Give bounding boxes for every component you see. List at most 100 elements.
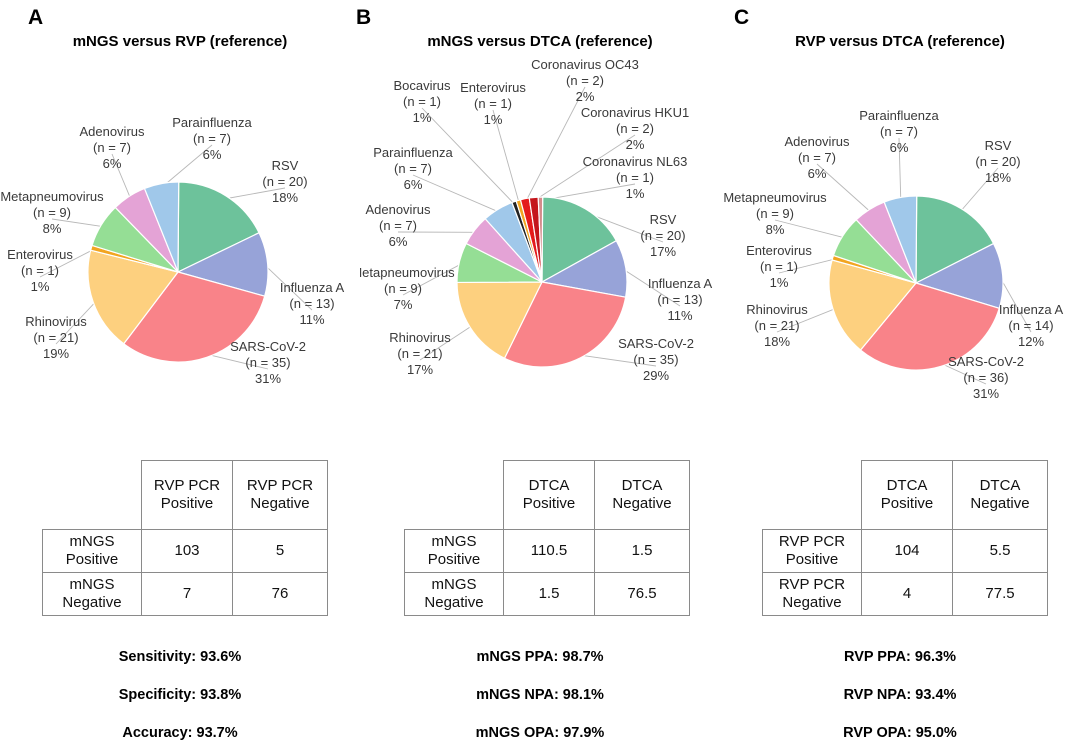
row-header-2: mNGS Negative	[42, 572, 142, 616]
pie-chart: RSV (n = 20) 18% Influenza A (n = 13) 11% SARS…	[0, 115, 345, 386]
slice-label: Rhinovirus (n = 21) 18%	[746, 302, 808, 349]
pie-slice-rhinovirus	[456, 281, 543, 360]
metric-1: RVP PPA: 96.3%	[843, 649, 957, 665]
blank-corner	[404, 460, 504, 530]
slice-label: Parainfluenza (n = 7) 6%	[859, 108, 939, 155]
leader-line	[578, 354, 657, 367]
pie-chart: RSV (n = 20) 17% Influenza A (n = 13) 11% SARS…	[360, 57, 712, 383]
metric-3: Accuracy: 93.7%	[122, 725, 238, 741]
table-cell: 1.5	[594, 529, 690, 573]
pie-slice-influenza-a	[914, 242, 1004, 310]
leader-line	[778, 258, 837, 274]
slice-label: RSV (n = 20) 17%	[640, 212, 685, 259]
metric-1: mNGS PPA: 98.7%	[476, 649, 604, 665]
leader-line	[533, 134, 636, 202]
col-header-2: DTCA Negative	[594, 460, 690, 530]
leader-line	[55, 300, 97, 345]
leader-line	[205, 353, 269, 370]
panel-title: mNGS versus RVP (reference)	[72, 33, 288, 50]
metric-3: RVP OPA: 95.0%	[843, 725, 957, 741]
slice-label: Metapneumovirus (n = 9) 8%	[0, 189, 104, 236]
leader-line	[525, 86, 586, 203]
table-cell: 103	[141, 529, 233, 573]
slice-label: Adenovirus (n = 7) 6%	[784, 134, 850, 181]
pie-slice-sars-cov-2	[859, 282, 1000, 371]
slice-label: Parainfluenza (n = 7) 6%	[172, 115, 252, 162]
leader-line	[161, 144, 213, 188]
leader-line	[421, 107, 516, 206]
pie-slice-rhinovirus	[87, 249, 180, 345]
slice-label: Metapneumovirus (n = 9) 7%	[360, 265, 455, 312]
table-cell: 4	[861, 572, 953, 616]
leader-line	[402, 262, 463, 296]
pie-slice-sars-cov-2	[122, 271, 266, 363]
panel-letter: A	[28, 6, 44, 29]
pie-slices	[456, 196, 628, 368]
panel-title: RVP versus DTCA (reference)	[795, 33, 1005, 50]
row-header-1: RVP PCR Positive	[762, 529, 862, 573]
slice-label: SARS-CoV-2 (n = 36) 31%	[948, 354, 1024, 401]
slice-label: Rhinovirus (n = 21) 19%	[25, 314, 87, 361]
leader-line	[51, 218, 105, 228]
slice-label: Influenza A (n = 13) 11%	[648, 276, 713, 323]
slice-label: Enterovirus (n = 1) 1%	[746, 243, 812, 290]
table-cell: 1.5	[503, 572, 595, 616]
slice-label: Rhinovirus (n = 21) 17%	[389, 330, 451, 377]
panel-title: mNGS versus DTCA (reference)	[427, 33, 653, 50]
slice-label: RSV (n = 20) 18%	[262, 158, 307, 205]
leader-line	[622, 268, 681, 307]
leader-lines	[774, 137, 1032, 385]
slice-label: SARS-CoV-2 (n = 35) 31%	[230, 339, 306, 386]
leader-line	[419, 324, 474, 361]
slice-label: Enterovirus (n = 1) 1%	[7, 247, 73, 294]
contingency-table: RVP PCR Positive RVP PCR Negative mNGS Posi…	[42, 460, 328, 616]
table-cell: 110.5	[503, 529, 595, 573]
leader-line	[412, 174, 500, 213]
panel-b: B mNGS versus DTCA (reference) RSV (n = 2…	[356, 0, 720, 750]
slice-label: Coronavirus NL63 (n = 1) 1%	[583, 154, 688, 201]
slice-label: SARS-CoV-2 (n = 35) 29%	[618, 336, 694, 383]
metric-2: mNGS NPA: 98.1%	[476, 687, 604, 703]
col-header-1: RVP PCR Positive	[141, 460, 233, 530]
table-cell: 5	[232, 529, 328, 573]
leader-line	[816, 163, 872, 213]
leader-line	[263, 263, 313, 311]
pie-slice-coronavirus-nl63	[537, 196, 544, 283]
pie-slices	[87, 181, 269, 363]
col-header-1: DTCA Positive	[861, 460, 953, 530]
metric-1: Sensitivity: 93.6%	[118, 649, 242, 665]
metric-2: RVP NPA: 93.4%	[843, 687, 957, 703]
leader-line	[774, 219, 846, 239]
panel-letter: B	[356, 6, 372, 29]
blank-corner	[762, 460, 862, 530]
metric-2: Specificity: 93.8%	[118, 687, 242, 703]
slice-label: Adenovirus (n = 7) 6%	[79, 124, 145, 171]
slice-label: Coronavirus OC43 (n = 2) 2%	[531, 57, 639, 104]
slice-label: Bocavirus (n = 1) 1%	[393, 78, 451, 125]
slice-labels: RSV (n = 20) 17% Influenza A (n = 13) 11% SARS…	[360, 57, 712, 383]
contingency-table: DTCA Positive DTCA Negative RVP PCR Positiv…	[762, 460, 1048, 616]
table-cell: 77.5	[952, 572, 1048, 616]
pie-slice-parainfluenza	[143, 181, 180, 273]
pie-slice-influenza-a	[176, 231, 269, 297]
row-header-2: RVP PCR Negative	[762, 572, 862, 616]
leader-line	[776, 307, 837, 333]
slice-label: Influenza A (n = 13) 11%	[280, 280, 345, 327]
pie-chart: RSV (n = 20) 18% Influenza A (n = 14) 12% SARS…	[723, 108, 1063, 401]
pie-slice-parainfluenza	[883, 195, 918, 284]
metric-3: mNGS OPA: 97.9%	[475, 725, 605, 741]
slice-label: RSV (n = 20) 18%	[975, 138, 1020, 185]
col-header-2: DTCA Negative	[952, 460, 1048, 530]
leader-line	[898, 137, 902, 201]
table-cell: 104	[861, 529, 953, 573]
pie-slice-rsv	[541, 196, 618, 284]
leader-line	[39, 248, 96, 278]
col-header-1: DTCA Positive	[503, 460, 595, 530]
panel-a: A mNGS versus RVP (reference) RSV (n = 20…	[0, 0, 360, 750]
leader-line	[959, 167, 999, 213]
leader-line	[492, 109, 520, 204]
blank-corner	[42, 460, 142, 530]
pie-slice-rsv	[915, 195, 995, 284]
pie-slices	[828, 195, 1004, 371]
panel-letter: C	[734, 6, 750, 29]
